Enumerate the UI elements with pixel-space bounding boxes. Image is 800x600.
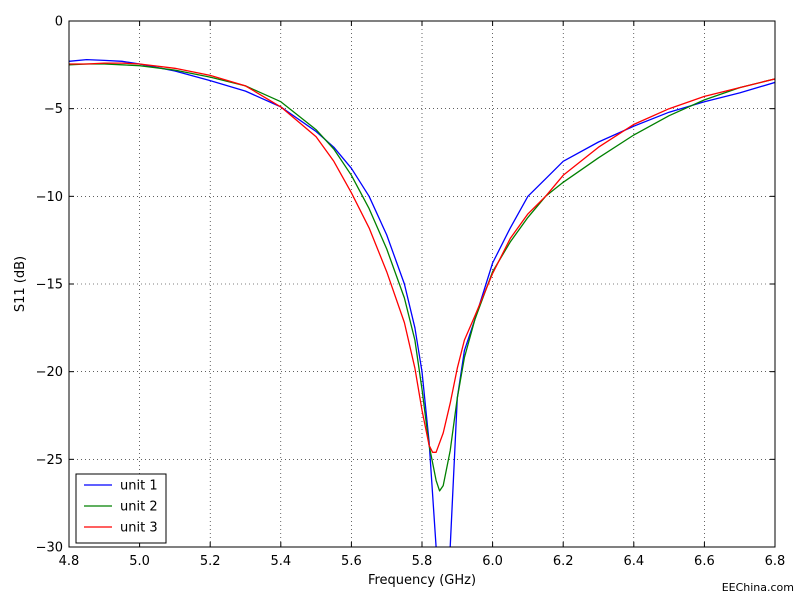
series-line-unit-3 bbox=[69, 62, 775, 453]
y-tick-label: −20 bbox=[36, 365, 63, 380]
x-axis-label: Frequency (GHz) bbox=[368, 573, 476, 588]
y-axis-label: S11 (dB) bbox=[13, 256, 28, 312]
x-tick-label: 6.6 bbox=[694, 554, 715, 569]
x-tick-label: 5.8 bbox=[412, 554, 433, 569]
y-tick-label: −15 bbox=[36, 278, 63, 293]
x-tick-label: 4.8 bbox=[59, 554, 80, 569]
tick-marks bbox=[68, 20, 776, 548]
y-tick-label: −25 bbox=[36, 453, 63, 468]
y-tick-label: −10 bbox=[36, 190, 63, 205]
legend-label-unit-2: unit 2 bbox=[120, 500, 158, 515]
watermark-text: EEChina.com bbox=[721, 581, 794, 594]
x-tick-label: 6.8 bbox=[765, 554, 786, 569]
x-tick-label: 5.2 bbox=[200, 554, 221, 569]
x-tick-label: 6.0 bbox=[482, 554, 503, 569]
x-tick-label: 6.4 bbox=[623, 554, 644, 569]
series-group bbox=[69, 58, 775, 547]
series-line-unit-1 bbox=[69, 58, 775, 547]
series-line-unit-2 bbox=[69, 63, 775, 492]
y-tick-label: 0 bbox=[55, 15, 63, 30]
x-tick-label: 6.2 bbox=[553, 554, 574, 569]
legend: unit 1 unit 2 unit 3 bbox=[75, 473, 167, 544]
x-tick-label: 5.0 bbox=[129, 554, 150, 569]
legend-label-unit-3: unit 3 bbox=[120, 521, 158, 536]
grid-lines bbox=[68, 20, 776, 548]
legend-label-unit-1: unit 1 bbox=[120, 479, 158, 494]
y-tick-label: −30 bbox=[36, 541, 63, 556]
tick-labels: 4.8 5.0 5.2 5.4 5.6 5.8 6.0 6.2 6.4 6.6 6.8 0 −5 −10 −… bbox=[36, 15, 786, 570]
x-tick-label: 5.4 bbox=[270, 554, 291, 569]
x-tick-label: 5.6 bbox=[341, 554, 362, 569]
y-tick-label: −5 bbox=[44, 102, 63, 117]
